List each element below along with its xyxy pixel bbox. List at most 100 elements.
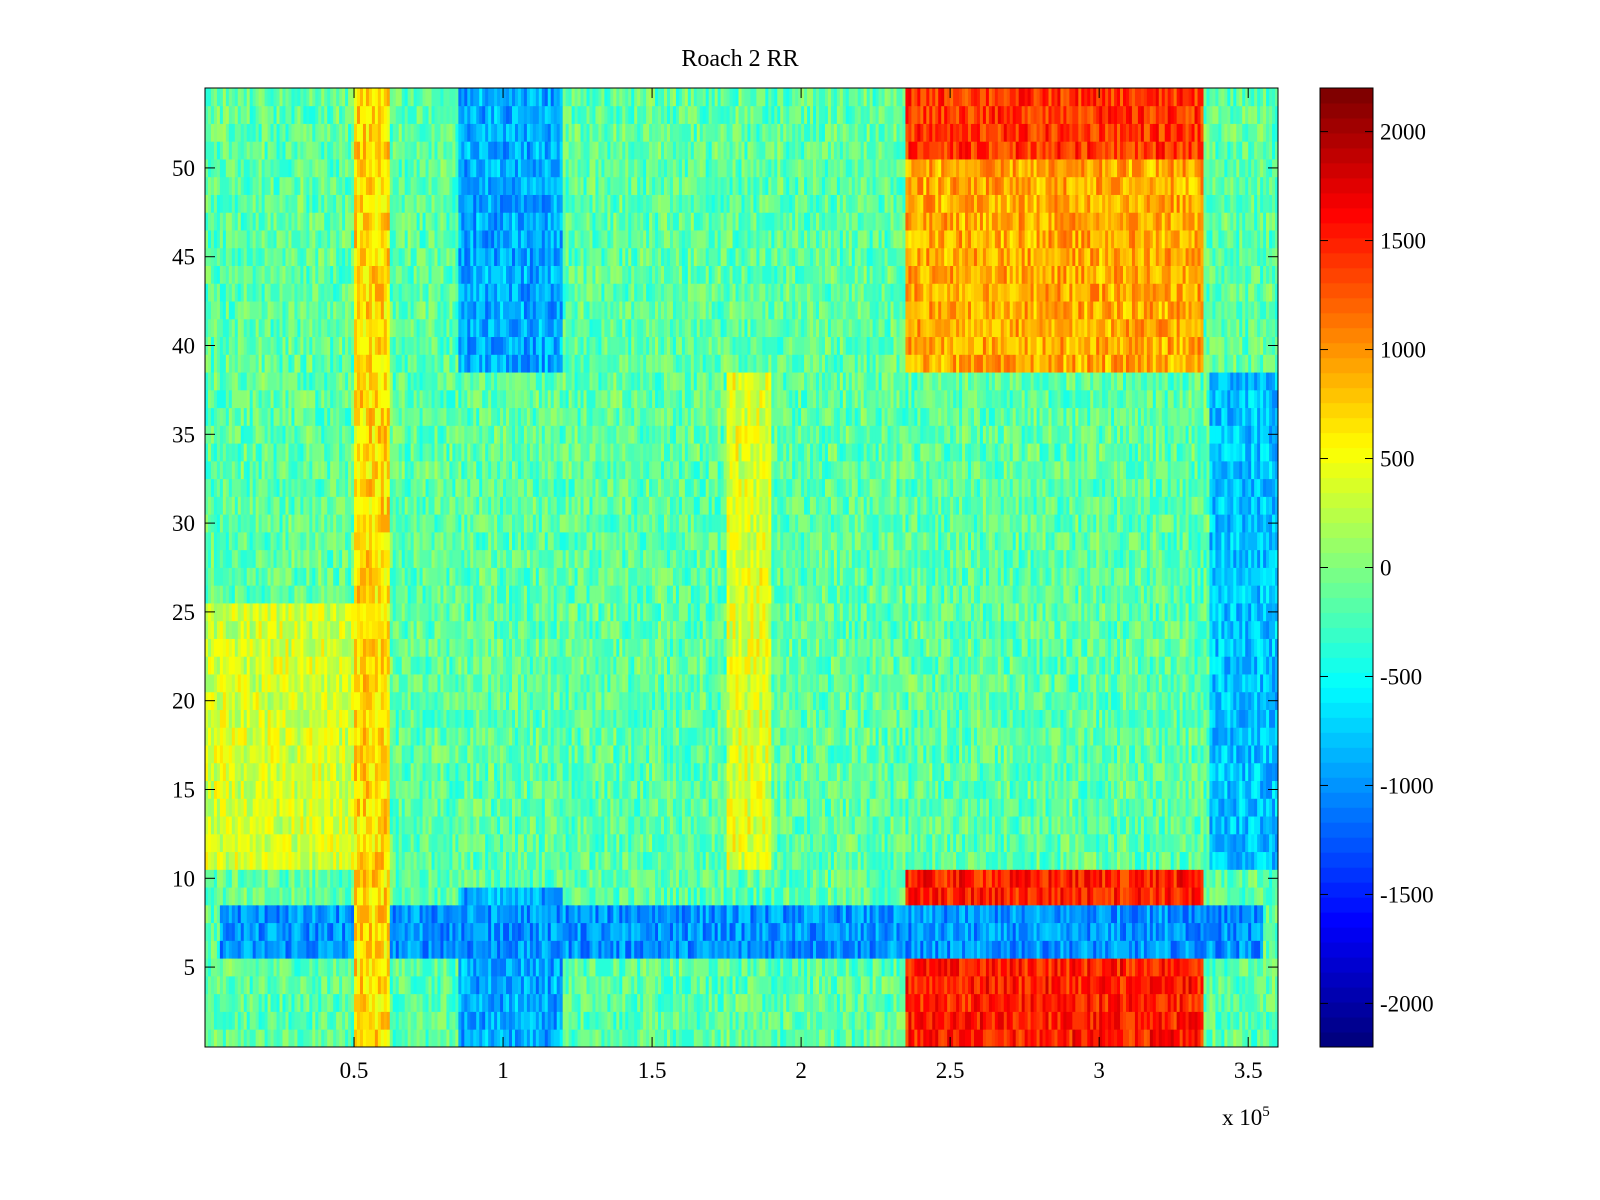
heatmap-cell <box>443 922 447 941</box>
heatmap-cell <box>589 993 593 1012</box>
heatmap-cell <box>1051 958 1055 977</box>
heatmap-cell <box>1036 1029 1040 1048</box>
heatmap-cell <box>768 1011 772 1030</box>
heatmap-cell <box>1078 869 1082 888</box>
heatmap-cell <box>288 958 292 977</box>
heatmap-cell <box>288 798 292 817</box>
heatmap-cell <box>455 798 459 817</box>
heatmap-cell <box>1030 1029 1034 1048</box>
heatmap-cell <box>583 993 587 1012</box>
heatmap-cell <box>893 975 897 995</box>
heatmap-cell <box>878 904 882 924</box>
heatmap-cell <box>210 833 215 853</box>
heatmap-cell <box>908 816 912 835</box>
heatmap-cell <box>905 816 909 835</box>
heatmap-cell <box>652 904 656 924</box>
heatmap-cell <box>562 940 567 959</box>
heatmap-cell <box>675 816 680 835</box>
heatmap-cell <box>994 904 999 924</box>
heatmap-cell <box>428 993 432 1012</box>
heatmap-cell <box>959 993 963 1012</box>
heatmap-cell <box>1108 798 1112 817</box>
heatmap-cell <box>1102 975 1106 995</box>
heatmap-cell <box>994 798 999 817</box>
heatmap-cell <box>798 851 802 870</box>
heatmap-cell <box>428 851 432 870</box>
heatmap-cell <box>401 851 406 870</box>
heatmap-cell <box>547 798 552 817</box>
heatmap-cell <box>687 816 692 835</box>
heatmap-cell <box>1066 922 1070 941</box>
heatmap-cell <box>497 869 501 888</box>
heatmap-cell <box>541 922 546 941</box>
heatmap-cell <box>774 1011 778 1030</box>
heatmap-cell <box>1015 993 1020 1012</box>
heatmap-cell <box>571 958 575 977</box>
heatmap-cell <box>750 940 754 959</box>
heatmap-cell <box>628 816 632 835</box>
heatmap-cell <box>428 816 432 835</box>
heatmap-cell <box>345 958 349 977</box>
heatmap-cell <box>210 1029 215 1048</box>
heatmap-cell <box>586 851 590 870</box>
heatmap-cell <box>982 1011 987 1030</box>
heatmap-cell <box>1260 887 1264 906</box>
heatmap-cell <box>249 798 254 817</box>
heatmap-cell <box>312 993 316 1012</box>
heatmap-cell <box>1051 869 1055 888</box>
heatmap-cell <box>911 798 915 817</box>
heatmap-cell <box>327 851 331 870</box>
heatmap-cell <box>291 869 295 888</box>
heatmap-cell <box>717 1011 722 1030</box>
heatmap-cell <box>452 904 456 924</box>
heatmap-cell <box>914 869 918 888</box>
heatmap-cell <box>795 851 799 870</box>
heatmap-cell <box>246 940 251 959</box>
heatmap-cell <box>917 922 921 941</box>
heatmap-cell <box>368 798 373 817</box>
heatmap-cell <box>1239 869 1243 888</box>
heatmap-cell <box>777 816 781 835</box>
heatmap-cell <box>312 940 316 959</box>
heatmap-cell <box>827 798 832 817</box>
heatmap-cell <box>789 993 793 1012</box>
heatmap-cell <box>449 1029 453 1048</box>
heatmap-cell <box>893 1029 897 1048</box>
heatmap-cell <box>735 851 739 870</box>
heatmap-cell <box>762 958 766 977</box>
heatmap-cell <box>971 975 975 995</box>
heatmap-cell <box>866 940 871 959</box>
heatmap-cell <box>1173 940 1178 959</box>
heatmap-cell <box>330 887 334 906</box>
heatmap-cell <box>968 869 972 888</box>
heatmap-cell <box>1227 887 1231 906</box>
heatmap-cell <box>538 975 543 995</box>
heatmap-cell <box>902 993 906 1012</box>
heatmap-cell <box>1155 851 1160 870</box>
heatmap-cell <box>962 1011 966 1030</box>
heatmap-cell <box>640 958 644 977</box>
heatmap-cell <box>506 904 510 924</box>
heatmap-cell <box>997 1011 1002 1030</box>
heatmap-cell <box>339 1029 343 1048</box>
heatmap-cell <box>571 851 575 870</box>
heatmap-cell <box>872 1011 877 1030</box>
heatmap-cell <box>1167 851 1172 870</box>
heatmap-cell <box>902 798 906 817</box>
heatmap-cell <box>863 1029 868 1048</box>
heatmap-cell <box>544 958 549 977</box>
heatmap-cell <box>1087 993 1091 1012</box>
heatmap-cell <box>1006 993 1011 1012</box>
heatmap-cell <box>1125 869 1130 888</box>
heatmap-cell <box>586 958 590 977</box>
heatmap-cell <box>574 851 578 870</box>
heatmap-cell <box>497 798 501 817</box>
heatmap-cell <box>950 816 954 835</box>
heatmap-cell <box>681 940 686 959</box>
heatmap-cell <box>851 798 856 817</box>
heatmap-cell <box>786 1029 790 1048</box>
heatmap-cell <box>237 798 242 817</box>
heatmap-cell <box>276 816 280 835</box>
heatmap-cell <box>315 816 319 835</box>
heatmap-cell <box>851 1029 856 1048</box>
